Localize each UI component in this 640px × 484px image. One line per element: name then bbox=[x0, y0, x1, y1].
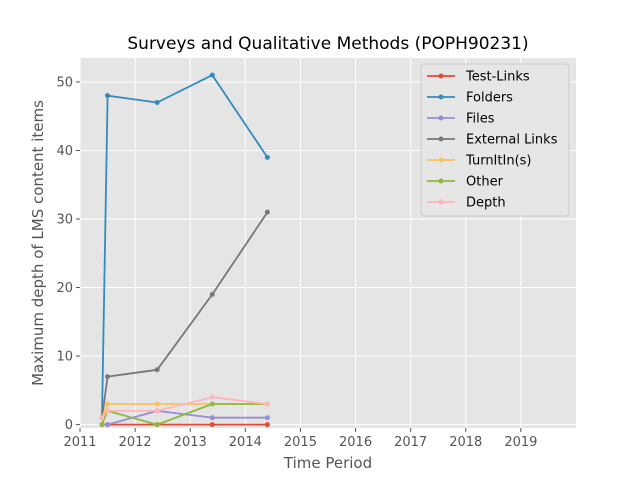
x-tick-label: 2019 bbox=[504, 435, 537, 450]
data-point-folders bbox=[105, 93, 111, 99]
x-axis: 2011 2012 2013 2014 2015 2016 2017 2018 2019 bbox=[63, 428, 537, 450]
y-tick-label: 10 bbox=[56, 350, 73, 365]
data-point-turnitin-s bbox=[154, 401, 160, 407]
y-tick-label: 30 bbox=[56, 213, 73, 228]
legend-label: Folders bbox=[466, 91, 513, 106]
y-tick-label: 0 bbox=[65, 418, 73, 433]
y-tick-label: 20 bbox=[56, 281, 73, 296]
legend-label: Depth bbox=[466, 196, 506, 211]
x-tick-label: 2011 bbox=[63, 435, 96, 450]
x-tick-label: 2017 bbox=[394, 435, 427, 450]
y-tick-label: 50 bbox=[56, 75, 73, 90]
data-point-other bbox=[209, 401, 215, 407]
x-tick-label: 2016 bbox=[339, 435, 372, 450]
data-point-folders bbox=[154, 100, 160, 106]
legend-marker bbox=[438, 115, 444, 121]
chart-title: Surveys and Qualitative Methods (POPH902… bbox=[127, 34, 528, 54]
data-point-other bbox=[154, 422, 160, 428]
data-point-external-links bbox=[105, 374, 111, 380]
data-point-folders bbox=[209, 72, 215, 78]
data-point-files bbox=[264, 415, 270, 421]
legend-label: Test-Links bbox=[465, 70, 530, 85]
data-point-test-links bbox=[264, 422, 270, 428]
x-axis-label: Time Period bbox=[283, 454, 372, 472]
data-point-external-links bbox=[264, 209, 270, 215]
series-group bbox=[99, 72, 270, 428]
x-tick-label: 2012 bbox=[119, 435, 152, 450]
x-tick-label: 2018 bbox=[449, 435, 482, 450]
legend-marker bbox=[438, 178, 444, 184]
data-point-depth bbox=[105, 408, 111, 414]
y-axis-label: Maximum depth of LMS content items bbox=[29, 100, 47, 386]
legend: Test-Links Folders Files External Links Turn… bbox=[420, 63, 570, 217]
legend-label: Other bbox=[466, 175, 504, 190]
data-point-folders bbox=[264, 154, 270, 160]
data-point-external-links bbox=[154, 367, 160, 373]
data-point-depth bbox=[99, 415, 105, 421]
x-tick-label: 2015 bbox=[284, 435, 317, 450]
data-point-other bbox=[99, 422, 105, 428]
data-point-files bbox=[105, 422, 111, 428]
legend-marker bbox=[438, 136, 444, 142]
y-axis: 0 10 20 30 40 50 bbox=[56, 75, 80, 433]
data-point-depth bbox=[264, 401, 270, 407]
data-point-turnitin-s bbox=[105, 401, 111, 407]
legend-label: External Links bbox=[466, 133, 558, 148]
legend-marker bbox=[438, 73, 444, 79]
legend-marker bbox=[438, 157, 444, 163]
x-tick-label: 2014 bbox=[229, 435, 262, 450]
legend-marker bbox=[438, 199, 444, 205]
legend-box bbox=[420, 63, 570, 217]
data-point-depth bbox=[154, 408, 160, 414]
x-tick-label: 2013 bbox=[174, 435, 207, 450]
data-point-test-links bbox=[209, 422, 215, 428]
legend-marker bbox=[438, 94, 444, 100]
data-point-files bbox=[209, 415, 215, 421]
data-point-depth bbox=[209, 394, 215, 400]
data-point-external-links bbox=[209, 291, 215, 297]
legend-label: Files bbox=[466, 112, 495, 127]
legend-label: TurnItIn(s) bbox=[465, 154, 531, 169]
y-tick-label: 40 bbox=[56, 144, 73, 159]
